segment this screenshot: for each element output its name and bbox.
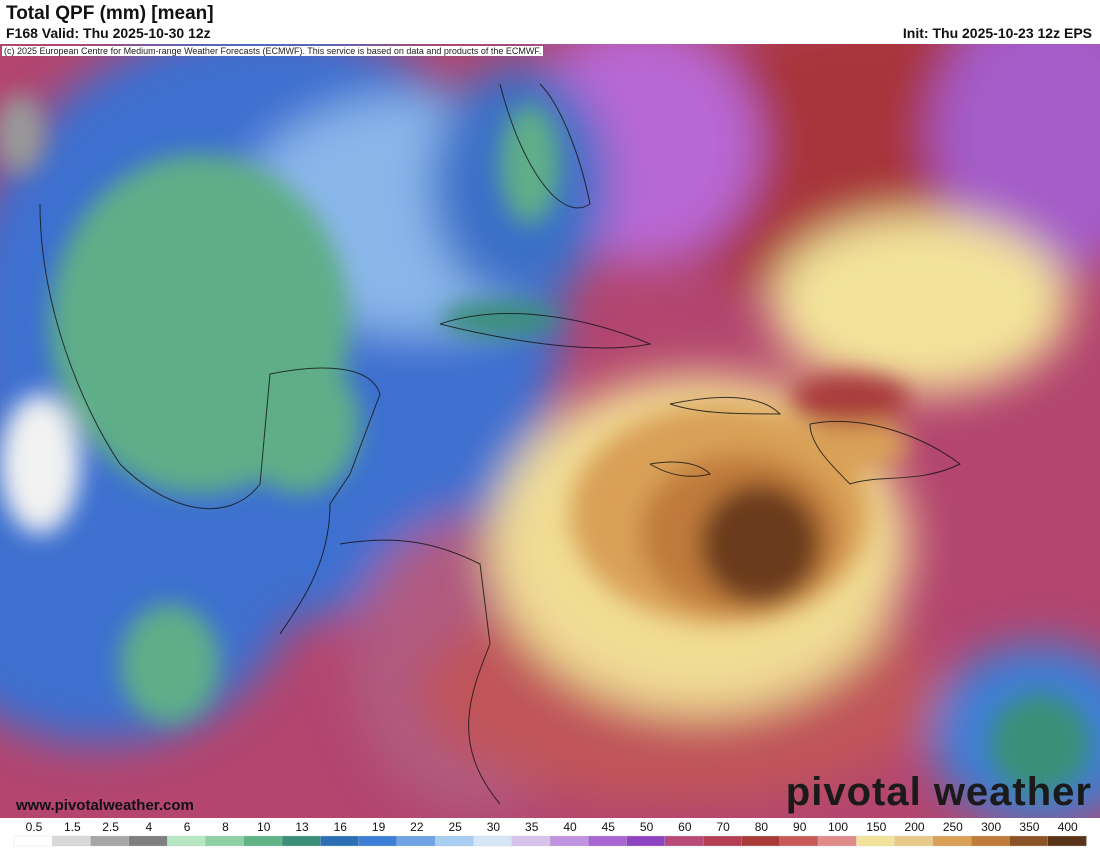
legend-label: 0.5 (26, 820, 43, 834)
legend-label: 60 (678, 820, 692, 834)
legend-label: 80 (755, 820, 769, 834)
valid-time: F168 Valid: Thu 2025-10-30 12z (6, 25, 211, 41)
legend-swatch (13, 835, 53, 847)
legend-label: 35 (525, 820, 539, 834)
title: Total QPF (mm) [mean] (6, 3, 214, 24)
legend-label: 50 (640, 820, 654, 834)
legend-label: 200 (905, 820, 925, 834)
legend-label: 70 (716, 820, 730, 834)
legend-swatch (281, 835, 321, 847)
legend-swatch (856, 835, 896, 847)
legend-label: 100 (828, 820, 848, 834)
legend-swatch (90, 835, 130, 847)
legend-swatch (779, 835, 819, 847)
legend-swatch (434, 835, 475, 847)
legend-label: 300 (981, 820, 1001, 834)
legend-label: 8 (222, 820, 229, 834)
legend-swatch (1047, 835, 1087, 847)
brand: pivotal weather (785, 770, 1092, 814)
legend-label: 4 (146, 820, 153, 834)
legend-swatch (473, 835, 513, 847)
legend-swatch (52, 835, 92, 847)
legend-swatch (243, 835, 283, 847)
legend-swatch (128, 835, 168, 847)
legend-label: 40 (563, 820, 577, 834)
legend-swatch (396, 835, 436, 847)
legend-swatch (588, 835, 628, 847)
legend-swatch (817, 835, 857, 847)
color-legend: 0.5 1.5 2.5 4 6 8 10 13 16 19 22 25 30 35 40 45 50 60 70 80… (13, 820, 1087, 847)
coastlines (39, 83, 961, 805)
legend-swatch (511, 835, 551, 847)
legend-label: 10 (257, 820, 271, 834)
legend-swatch (358, 835, 398, 847)
legend-label: 19 (372, 820, 386, 834)
legend-swatch (320, 835, 360, 847)
legend-swatch (626, 835, 666, 847)
legend-swatch (702, 835, 743, 847)
legend-swatch (894, 835, 934, 847)
legend-label: 13 (295, 820, 309, 834)
legend-swatch (1009, 835, 1049, 847)
legend-swatch (741, 835, 781, 847)
legend-swatch (549, 835, 589, 847)
legend-label: 25 (448, 820, 462, 834)
legend-label: 16 (334, 820, 348, 834)
legend-label: 22 (410, 820, 424, 834)
legend-label: 250 (943, 820, 963, 834)
legend-swatch (932, 835, 972, 847)
precip-map (0, 44, 1100, 818)
init-time: Init: Thu 2025-10-23 12z EPS (902, 25, 1092, 41)
site-url: www.pivotalweather.com (16, 797, 194, 814)
legend-swatch (205, 835, 245, 847)
legend-label: 45 (602, 820, 616, 834)
legend-label: 350 (1019, 820, 1039, 834)
legend-label: 30 (487, 820, 501, 834)
credit: (c) 2025 European Centre for Medium-rang… (2, 46, 544, 56)
legend-label: 400 (1058, 820, 1078, 834)
legend-swatch (664, 835, 704, 847)
legend-label: 1.5 (64, 820, 81, 834)
legend-label: 2.5 (102, 820, 119, 834)
legend-swatch (970, 835, 1011, 847)
legend-label: 150 (866, 820, 886, 834)
legend-label: 90 (793, 820, 807, 834)
legend-swatch (166, 835, 207, 847)
legend-label: 6 (184, 820, 191, 834)
